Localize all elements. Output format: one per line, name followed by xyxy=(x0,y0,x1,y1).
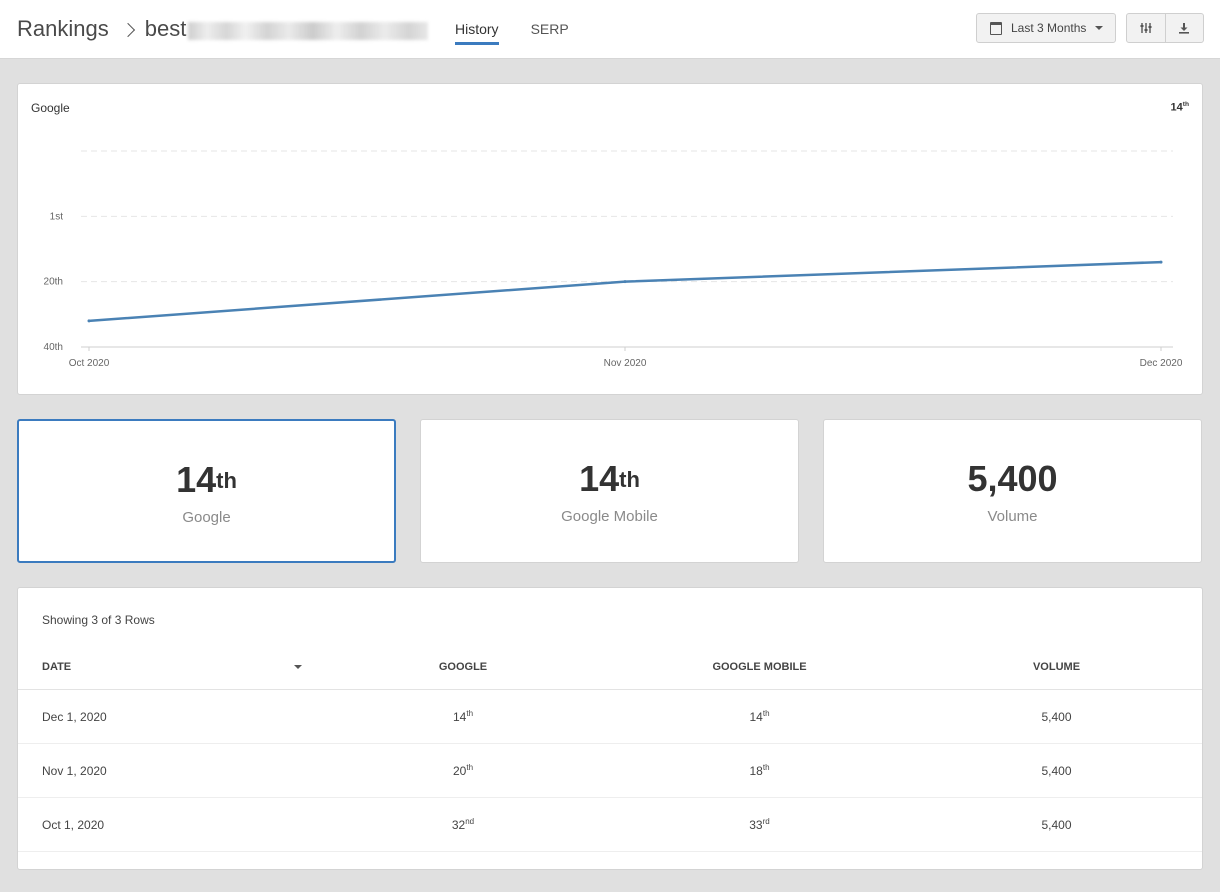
columns-icon xyxy=(1140,23,1152,33)
calendar-icon xyxy=(990,21,1002,35)
top-header: Rankings best History SERP Last 3 Months xyxy=(0,0,1220,59)
chevron-down-icon xyxy=(1095,26,1104,30)
stat-value: 14th xyxy=(176,459,237,500)
table-header-row: DATE GOOGLE GOOGLE MOBILE VOLUME xyxy=(18,644,1202,690)
history-table: DATE GOOGLE GOOGLE MOBILE VOLUME Dec 1, … xyxy=(18,644,1202,852)
cell-google-mobile: 14th xyxy=(608,689,911,744)
cell-google: 20th xyxy=(318,743,608,798)
sort-desc-icon xyxy=(294,665,302,669)
tab-history[interactable]: History xyxy=(455,0,499,45)
toolbar-icon-group xyxy=(1126,13,1204,43)
table-row: Oct 1, 2020 32nd 33rd 5,400 xyxy=(18,797,1202,852)
column-header-google[interactable]: GOOGLE xyxy=(318,644,608,690)
breadcrumb: Rankings best xyxy=(17,14,429,44)
tab-serp[interactable]: SERP xyxy=(530,21,569,37)
cell-google-mobile: 33rd xyxy=(608,797,911,852)
chart-title: Google xyxy=(31,101,70,115)
cell-date: Dec 1, 2020 xyxy=(18,689,318,744)
data-point xyxy=(87,319,91,323)
download-button[interactable] xyxy=(1164,14,1204,42)
stat-value: 5,400 xyxy=(967,458,1058,499)
x-tick-label: Dec 2020 xyxy=(1140,358,1183,369)
stat-label: Google xyxy=(182,509,231,526)
stat-value: 14th xyxy=(579,458,640,499)
data-point xyxy=(623,280,627,284)
column-header-volume[interactable]: VOLUME xyxy=(911,644,1202,690)
date-range-dropdown[interactable]: Last 3 Months xyxy=(976,13,1116,43)
cell-date: Nov 1, 2020 xyxy=(18,743,318,798)
cell-date: Oct 1, 2020 xyxy=(18,797,318,852)
view-tabs: History SERP xyxy=(455,0,601,58)
y-tick-label: 40th xyxy=(44,342,63,353)
series-line xyxy=(87,260,1163,323)
stat-card-google-mobile[interactable]: 14th Google Mobile xyxy=(420,419,799,563)
cell-google: 32nd xyxy=(318,797,608,852)
stat-label: Volume xyxy=(987,508,1038,525)
x-tick-label: Nov 2020 xyxy=(604,358,647,369)
history-table-card: Showing 3 of 3 Rows DATE GOOGLE GOOGLE M… xyxy=(17,587,1203,870)
chart-current-rank: 14th xyxy=(1170,101,1189,114)
column-header-google-mobile[interactable]: GOOGLE MOBILE xyxy=(608,644,911,690)
rank-history-chart: 1st 20th 40th Oct 2020 Nov 2020 Dec 2020 xyxy=(44,150,1183,369)
rank-history-chart-card: Google 14th 1st 20th 40th Oct 2020 Nov 2020 D… xyxy=(17,83,1203,395)
y-tick-label: 20th xyxy=(44,277,63,288)
date-range-label: Last 3 Months xyxy=(1011,21,1087,35)
chevron-right-icon xyxy=(120,22,135,38)
columns-button[interactable] xyxy=(1127,14,1165,42)
table-row: Nov 1, 2020 20th 18th 5,400 xyxy=(18,743,1202,798)
breadcrumb-keyword: best xyxy=(144,16,187,41)
rows-count: Showing 3 of 3 Rows xyxy=(42,613,155,627)
stat-card-volume[interactable]: 5,400 Volume xyxy=(823,419,1202,563)
cell-google: 14th xyxy=(318,689,608,744)
cell-volume: 5,400 xyxy=(911,689,1202,744)
cell-google-mobile: 18th xyxy=(608,743,911,798)
download-icon xyxy=(1179,23,1190,34)
stat-label: Google Mobile xyxy=(561,508,658,525)
y-tick-label: 1st xyxy=(50,211,64,222)
column-header-date[interactable]: DATE xyxy=(18,644,318,690)
stat-card-google[interactable]: 14th Google xyxy=(17,419,396,563)
redacted-keyword xyxy=(188,22,429,40)
cell-volume: 5,400 xyxy=(911,797,1202,852)
data-point xyxy=(1159,260,1163,264)
breadcrumb-rankings[interactable]: Rankings xyxy=(17,16,109,41)
cell-volume: 5,400 xyxy=(911,743,1202,798)
x-tick-label: Oct 2020 xyxy=(69,358,110,369)
table-row: Dec 1, 2020 14th 14th 5,400 xyxy=(18,689,1202,744)
